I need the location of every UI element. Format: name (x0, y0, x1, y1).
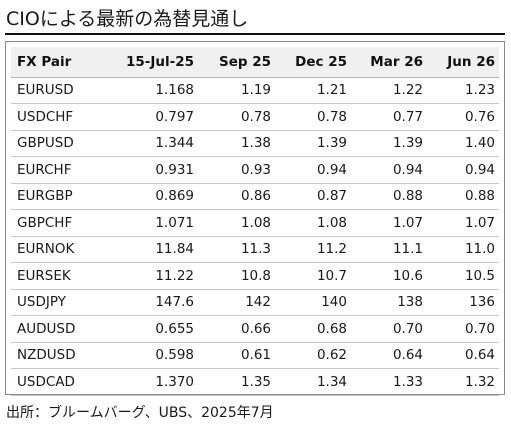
rate-cell: 1.22 (351, 77, 427, 104)
title-divider (5, 33, 505, 35)
table-row: USDCHF 0.797 0.78 0.78 0.77 0.76 (11, 103, 499, 131)
rate-cell: 0.64 (427, 342, 499, 369)
rate-cell: 11.2 (275, 236, 351, 263)
rate-cell: 10.7 (275, 262, 351, 290)
fx-pair-cell: EURCHF (11, 156, 103, 184)
rate-cell: 1.33 (351, 368, 427, 396)
rate-cell: 0.797 (103, 103, 198, 131)
rate-cell: 0.88 (427, 183, 499, 210)
fx-pair-cell: GBPUSD (11, 130, 103, 157)
table-row: NZDUSD 0.598 0.61 0.62 0.64 0.64 (11, 342, 499, 369)
rate-cell: 0.94 (275, 156, 351, 184)
rate-cell: 1.08 (198, 209, 275, 237)
rate-cell: 1.21 (275, 77, 351, 104)
rate-cell: 11.84 (103, 236, 198, 263)
header-15-jul-25: 15-Jul-25 (103, 47, 198, 78)
table-row: USDCAD 1.370 1.35 1.34 1.33 1.32 (11, 368, 499, 396)
rate-cell: 0.77 (351, 103, 427, 131)
table-row: USDJPY 147.6 142 140 138 136 (11, 289, 499, 316)
rate-cell: 10.6 (351, 262, 427, 290)
table-row: EURCHF 0.931 0.93 0.94 0.94 0.94 (11, 156, 499, 184)
header-jun-26: Jun 26 (427, 47, 499, 78)
rate-cell: 0.86 (198, 183, 275, 210)
rate-cell: 1.38 (198, 130, 275, 157)
table-row: EURGBP 0.869 0.86 0.87 0.88 0.88 (11, 183, 499, 210)
rate-cell: 0.655 (103, 315, 198, 343)
fx-pair-cell: EURNOK (11, 236, 103, 263)
rate-cell: 1.071 (103, 209, 198, 237)
rate-cell: 0.62 (275, 342, 351, 369)
rate-cell: 1.32 (427, 368, 499, 396)
rate-cell: 136 (427, 289, 499, 316)
table-row: GBPUSD 1.344 1.38 1.39 1.39 1.40 (11, 130, 499, 157)
rate-cell: 0.78 (275, 103, 351, 131)
rate-cell: 0.64 (351, 342, 427, 369)
rate-cell: 0.70 (351, 315, 427, 343)
rate-cell: 142 (198, 289, 275, 316)
rate-cell: 0.869 (103, 183, 198, 210)
header-row: FX Pair 15-Jul-25 Sep 25 Dec 25 Mar 26 J… (11, 47, 499, 78)
rate-cell: 0.78 (198, 103, 275, 131)
fx-pair-cell: GBPCHF (11, 209, 103, 237)
rate-cell: 11.22 (103, 262, 198, 290)
rate-cell: 0.94 (427, 156, 499, 184)
fx-pair-cell: AUDUSD (11, 315, 103, 343)
rate-cell: 10.8 (198, 262, 275, 290)
rate-cell: 1.08 (275, 209, 351, 237)
table-row: GBPCHF 1.071 1.08 1.08 1.07 1.07 (11, 209, 499, 237)
rate-cell: 0.76 (427, 103, 499, 131)
header-fx-pair: FX Pair (11, 47, 103, 78)
rate-cell: 1.07 (351, 209, 427, 237)
rate-cell: 1.34 (275, 368, 351, 396)
table-header: FX Pair 15-Jul-25 Sep 25 Dec 25 Mar 26 J… (11, 47, 499, 78)
rate-cell: 11.0 (427, 236, 499, 263)
rate-cell: 0.87 (275, 183, 351, 210)
rate-cell: 0.66 (198, 315, 275, 343)
table-row: EURSEK 11.22 10.8 10.7 10.6 10.5 (11, 262, 499, 290)
rate-cell: 1.07 (427, 209, 499, 237)
fx-forecast-table: FX Pair 15-Jul-25 Sep 25 Dec 25 Mar 26 J… (11, 47, 499, 396)
table-body: EURUSD 1.168 1.19 1.21 1.22 1.23 USDCHF 0.797 0.… (11, 77, 499, 396)
fx-pair-cell: USDCAD (11, 368, 103, 396)
fx-pair-cell: NZDUSD (11, 342, 103, 369)
rate-cell: 0.88 (351, 183, 427, 210)
rate-cell: 1.39 (351, 130, 427, 157)
table-row: EURUSD 1.168 1.19 1.21 1.22 1.23 (11, 77, 499, 104)
rate-cell: 0.61 (198, 342, 275, 369)
rate-cell: 11.1 (351, 236, 427, 263)
rate-cell: 1.40 (427, 130, 499, 157)
rate-cell: 140 (275, 289, 351, 316)
fx-pair-cell: EURUSD (11, 77, 103, 104)
page-title: CIOによる最新の為替見通し (6, 8, 249, 30)
rate-cell: 1.19 (198, 77, 275, 104)
fx-pair-cell: EURSEK (11, 262, 103, 290)
rate-cell: 1.168 (103, 77, 198, 104)
rate-cell: 11.3 (198, 236, 275, 263)
rate-cell: 10.5 (427, 262, 499, 290)
header-sep-25: Sep 25 (198, 47, 275, 78)
rate-cell: 1.370 (103, 368, 198, 396)
rate-cell: 147.6 (103, 289, 198, 316)
rate-cell: 0.93 (198, 156, 275, 184)
rate-cell: 0.931 (103, 156, 198, 184)
fx-pair-cell: USDCHF (11, 103, 103, 131)
header-mar-26: Mar 26 (351, 47, 427, 78)
rate-cell: 0.70 (427, 315, 499, 343)
table-row: AUDUSD 0.655 0.66 0.68 0.70 0.70 (11, 315, 499, 343)
rate-cell: 1.35 (198, 368, 275, 396)
rate-cell: 1.23 (427, 77, 499, 104)
rate-cell: 0.94 (351, 156, 427, 184)
rate-cell: 1.39 (275, 130, 351, 157)
rate-cell: 138 (351, 289, 427, 316)
table-row: EURNOK 11.84 11.3 11.2 11.1 11.0 (11, 236, 499, 263)
header-dec-25: Dec 25 (275, 47, 351, 78)
rate-cell: 0.598 (103, 342, 198, 369)
fx-pair-cell: EURGBP (11, 183, 103, 210)
fx-pair-cell: USDJPY (11, 289, 103, 316)
rate-cell: 0.68 (275, 315, 351, 343)
rate-cell: 1.344 (103, 130, 198, 157)
source-note: 出所：ブルームバーグ、UBS、2025年7月 (6, 405, 274, 421)
